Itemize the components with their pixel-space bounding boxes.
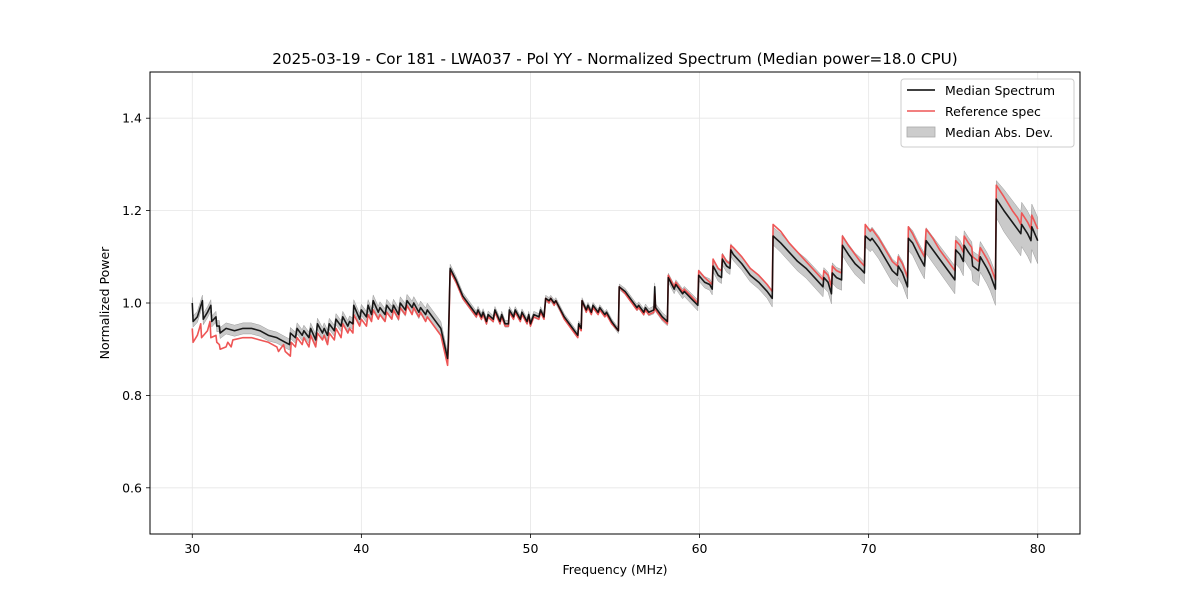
x-tick-label: 80	[1030, 541, 1046, 556]
axis-ticks: 30 40 50 60 70 80 0.6 0.8 1.0 1.2 1.4	[122, 111, 1046, 556]
median-spectrum-line	[191, 198, 1039, 360]
reference-spectrum-line	[191, 184, 1039, 367]
y-tick-label: 0.8	[122, 388, 142, 403]
y-axis-label: Normalized Power	[97, 246, 112, 360]
legend-swatch-mad	[906, 126, 936, 138]
x-tick-label: 30	[184, 541, 200, 556]
x-tick-label: 60	[692, 541, 708, 556]
mad-band	[192, 179, 1038, 365]
legend-label-median: Median Spectrum	[945, 83, 1055, 98]
legend: Median Spectrum Reference spec Median Ab…	[900, 78, 1075, 148]
x-tick-label: 70	[861, 541, 877, 556]
y-tick-label: 0.6	[122, 480, 142, 495]
y-tick-label: 1.4	[122, 111, 142, 126]
y-tick-label: 1.2	[122, 203, 142, 218]
plot-area	[191, 179, 1039, 367]
grid-lines	[150, 72, 1080, 534]
x-tick-label: 40	[353, 541, 369, 556]
y-tick-label: 1.0	[122, 296, 142, 311]
legend-label-reference: Reference spec	[945, 104, 1041, 119]
chart-title: 2025-03-19 - Cor 181 - LWA037 - Pol YY -…	[272, 50, 957, 68]
legend-box	[900, 78, 1075, 148]
x-tick-label: 50	[523, 541, 539, 556]
legend-label-mad: Median Abs. Dev.	[945, 125, 1053, 140]
x-axis-label: Frequency (MHz)	[562, 562, 667, 577]
